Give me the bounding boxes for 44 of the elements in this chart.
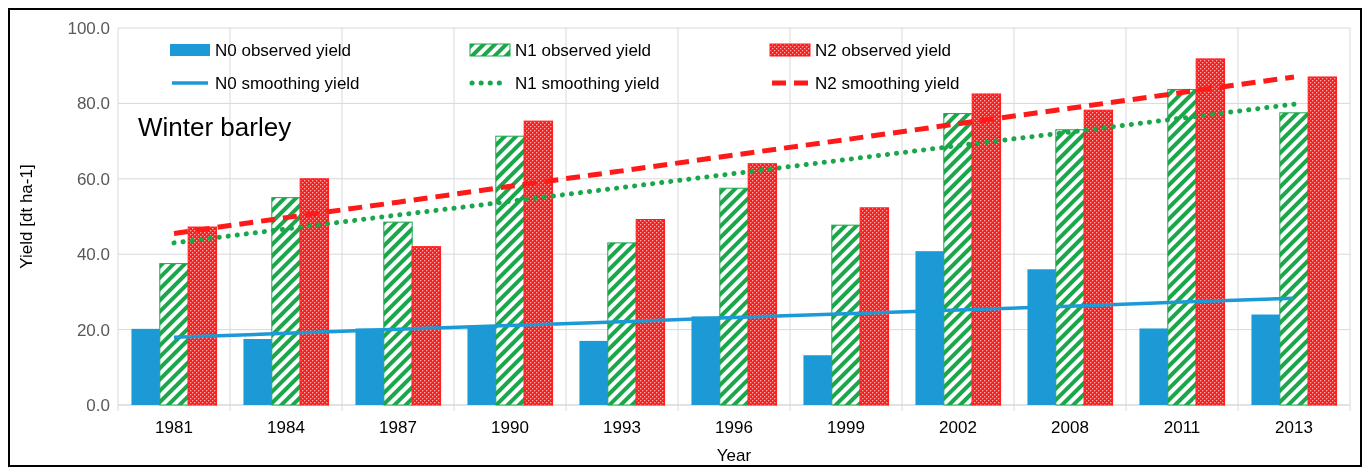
bar — [131, 328, 160, 405]
y-tick-label: 0.0 — [86, 395, 110, 415]
bar — [635, 219, 666, 406]
bar — [719, 187, 749, 406]
bar — [411, 246, 442, 406]
y-tick-label: 80.0 — [76, 94, 110, 114]
bar — [747, 163, 778, 406]
bar — [607, 242, 637, 406]
y-axis-title: Yield [dt ha-1] — [17, 164, 36, 269]
x-tick-label: 1990 — [491, 418, 529, 437]
bar — [831, 224, 861, 406]
x-tick-label: 2002 — [939, 418, 977, 437]
y-tick-label: 60.0 — [76, 169, 110, 189]
legend-label: N1 smoothing yield — [515, 73, 660, 93]
bar — [1083, 109, 1114, 406]
legend-label: N2 observed yield — [815, 40, 952, 60]
x-tick-label: 2011 — [1163, 418, 1201, 437]
x-tick-label: 1981 — [155, 418, 193, 437]
bar — [383, 221, 413, 406]
bar — [159, 263, 189, 406]
x-tick-label: 1987 — [379, 418, 417, 437]
x-tick-label: 1999 — [827, 418, 865, 437]
bar — [1251, 314, 1280, 405]
bar — [1139, 328, 1168, 405]
bar — [1307, 76, 1338, 406]
legend-label: N1 observed yield — [515, 40, 652, 60]
bar — [1279, 112, 1309, 406]
y-tick-label: 100.0 — [67, 18, 110, 38]
y-tick-label: 40.0 — [76, 245, 110, 265]
x-tick-label: 1984 — [267, 418, 305, 437]
x-tick-label: 1996 — [715, 418, 753, 437]
legend-label: N0 smoothing yield — [215, 73, 360, 93]
y-tick-label: 20.0 — [76, 320, 110, 340]
x-tick-label: 2013 — [1275, 418, 1313, 437]
bar — [859, 207, 890, 406]
x-tick-label: 1993 — [603, 418, 641, 437]
bar — [803, 355, 832, 405]
bar — [579, 340, 608, 405]
bar — [243, 339, 272, 405]
x-axis-title: Year — [716, 446, 752, 465]
legend-label: N0 observed yield — [215, 40, 352, 60]
x-tick-label: 2008 — [1051, 418, 1089, 437]
legend-label: N2 smoothing yield — [815, 73, 960, 93]
annotation: Winter barley — [138, 112, 292, 142]
